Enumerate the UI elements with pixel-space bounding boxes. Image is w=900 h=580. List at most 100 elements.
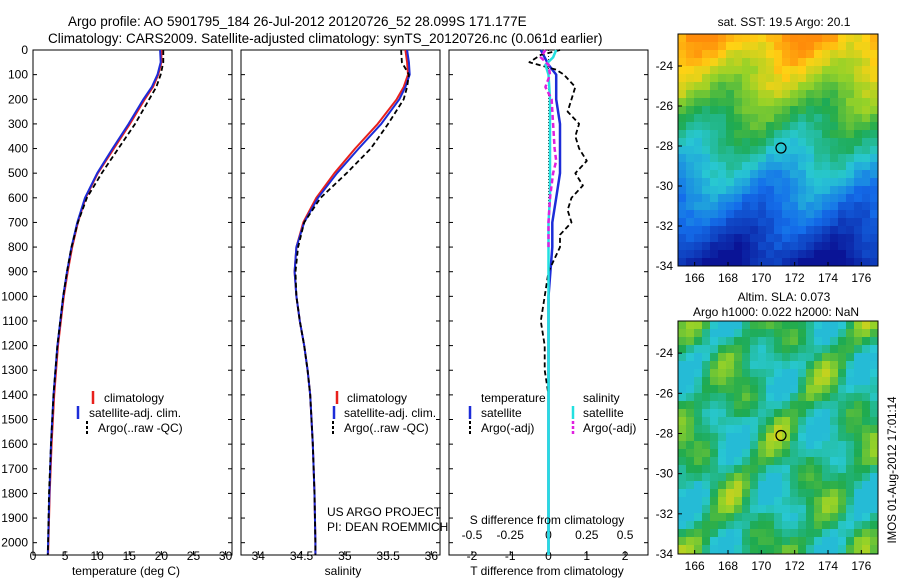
depth-tick-label: 400 [8,142,28,156]
map-cell [702,194,711,203]
map-cell [758,385,767,394]
map-cell [702,521,711,530]
map-cell [726,250,735,259]
map-cell [702,489,711,498]
map-cell [854,106,863,115]
map-cell [766,58,775,67]
map-cell [742,66,751,75]
map-cell [806,417,815,426]
map-cell [726,218,735,227]
map-cell [854,162,863,171]
map-cell [710,465,719,474]
map-cell [686,210,695,219]
map-cell [854,337,863,346]
map-cell [854,321,863,330]
map-cell [734,353,743,362]
map-cell [710,90,719,99]
map-cell [734,210,743,219]
map-cell [774,226,783,235]
map-cell [806,393,815,402]
map-cell [742,194,751,203]
map-cell [806,489,815,498]
map-cell [726,513,735,522]
map-cell [702,170,711,179]
map-cell [822,34,831,43]
map-cell [862,441,871,450]
map-cell [758,154,767,163]
map-cell [814,162,823,171]
map-cell [846,74,855,83]
map-cell [782,473,791,482]
map-cell [790,154,799,163]
map-cell [758,106,767,115]
map-cell [830,186,839,195]
map-cell [726,401,735,410]
map-cell [726,90,735,99]
map-cell [710,497,719,506]
map-cell [798,218,807,227]
map-cell [806,186,815,195]
map-cell [702,433,711,442]
map-cell [686,489,695,498]
map-cell [678,258,687,266]
map-cell [710,537,719,546]
map-cell [726,489,735,498]
map-cell [702,465,711,474]
map-cell [830,425,839,434]
map-cell [822,42,831,51]
map-cell [846,226,855,235]
map-cell [774,154,783,163]
map-cell [862,521,871,530]
map-cell [718,537,727,546]
map-cell [798,321,807,330]
map-cell [702,130,711,139]
map-cell [838,433,847,442]
map-cell [854,529,863,538]
map-cell [814,66,823,75]
map-cell [678,369,687,378]
map-cell [806,337,815,346]
map-cell [846,401,855,410]
map-cell [830,393,839,402]
map-cell [798,417,807,426]
map-cell [702,90,711,99]
map-cell [854,138,863,147]
map-cell [702,361,711,370]
map-cell [750,42,759,51]
legend-label: climatology [104,391,164,405]
map-cell [870,417,878,426]
map-cell [774,321,783,330]
map-cell [854,521,863,530]
map-cell [870,34,878,43]
map-cell [766,194,775,203]
map-cell [766,98,775,107]
map-cell [830,138,839,147]
map-cell [678,529,687,538]
map-cell [830,497,839,506]
map-cell [822,385,831,394]
map-cell [806,170,815,179]
map-cell [822,66,831,75]
map-cell [862,66,871,75]
map-cell [766,122,775,131]
map-cell [870,130,878,139]
map-cell [686,162,695,171]
map-cell [846,146,855,155]
map-cell [758,473,767,482]
map-cell [774,329,783,338]
map-cell [758,489,767,498]
project-note-line1: US ARGO PROJECT [327,505,442,519]
map-cell [694,194,703,203]
map-cell [822,401,831,410]
map-cell [806,433,815,442]
map-cell [734,473,743,482]
map-cell [862,90,871,99]
map-cell [806,90,815,99]
map-x-tick-label: 174 [818,271,838,285]
map-cell [830,489,839,498]
map-y-tick-label: -28 [656,426,674,440]
map-cell [742,417,751,426]
map-cell [734,449,743,458]
map-cell [846,186,855,195]
map-cell [790,202,799,211]
